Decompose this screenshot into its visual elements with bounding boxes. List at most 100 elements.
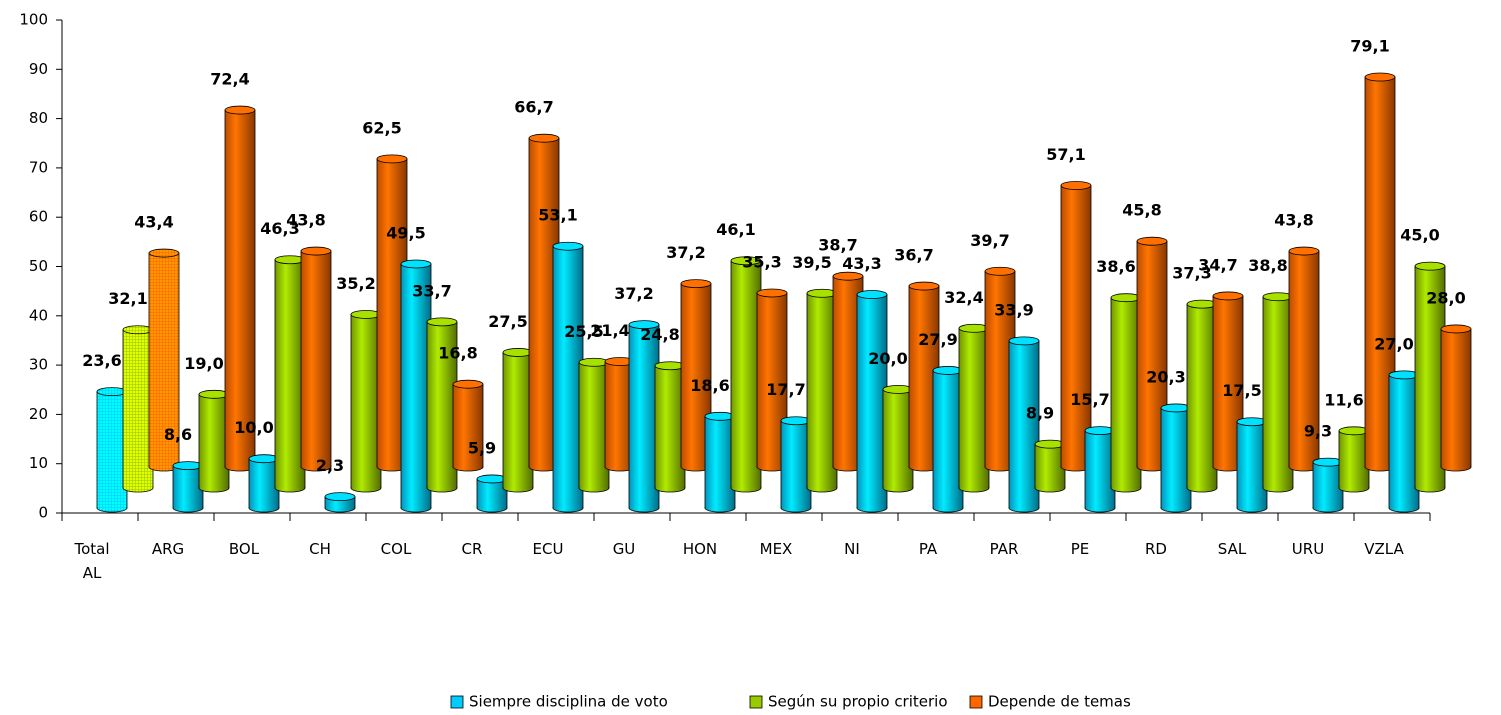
x-tick-label-box: SAL bbox=[1217, 540, 1247, 558]
bar-top bbox=[1160, 403, 1192, 413]
x-tick-label: VZLA bbox=[1364, 540, 1404, 558]
x-tick-label-box: BOL bbox=[229, 540, 259, 558]
x-tick-label: URU bbox=[1291, 540, 1325, 558]
bar-top bbox=[958, 323, 990, 333]
bar-cover bbox=[1313, 462, 1343, 508]
bar-cover bbox=[781, 420, 811, 508]
value-label: 35,2 bbox=[336, 274, 375, 293]
y-tick-label: 70 bbox=[29, 158, 48, 176]
x-tick-label-box: NI bbox=[844, 540, 860, 558]
x-tick-label-box: RD bbox=[1145, 540, 1167, 558]
legend-swatch bbox=[749, 695, 763, 709]
value-label: 37,2 bbox=[614, 284, 653, 303]
bar-top bbox=[1060, 181, 1092, 190]
legend-swatch bbox=[450, 695, 464, 709]
value-label: 20,3 bbox=[1146, 367, 1185, 386]
x-tick-label: COL bbox=[380, 540, 412, 558]
value-label: 43,8 bbox=[286, 211, 325, 230]
bar-top bbox=[756, 288, 788, 298]
x-tick-label-box: VZLA bbox=[1364, 540, 1404, 558]
bar-top bbox=[680, 279, 712, 289]
bar-cover bbox=[401, 263, 431, 508]
bar-top bbox=[476, 474, 508, 484]
x-tick-label-box: PAR bbox=[990, 540, 1019, 558]
value-label: 8,6 bbox=[164, 425, 192, 444]
x-tick-label: Total AL bbox=[74, 540, 110, 582]
x-tick-label: RD bbox=[1145, 540, 1167, 558]
bar-cover bbox=[453, 384, 483, 467]
bar-cover bbox=[1441, 328, 1471, 467]
value-label: 38,7 bbox=[818, 236, 857, 255]
bar-cover bbox=[1415, 266, 1445, 488]
bar-top bbox=[452, 379, 484, 389]
legend-label: Depende de temas bbox=[988, 693, 1131, 711]
bar-top bbox=[300, 246, 332, 256]
x-tick-label-box: COL bbox=[380, 540, 412, 558]
bar-top bbox=[1388, 370, 1420, 380]
bar-cover bbox=[933, 370, 963, 508]
bar-cover bbox=[1263, 296, 1293, 488]
x-tick-label-box: GU bbox=[612, 540, 636, 558]
bar-cover bbox=[1061, 185, 1091, 467]
x-tick-label: GU bbox=[612, 540, 636, 558]
bar-cover bbox=[199, 394, 229, 488]
bar-top bbox=[350, 310, 382, 319]
y-tick-label: 0 bbox=[38, 504, 48, 522]
value-label: 46,3 bbox=[260, 219, 299, 238]
value-label: 36,7 bbox=[894, 246, 933, 265]
bar-cover bbox=[1161, 407, 1191, 508]
bar-top bbox=[1034, 439, 1066, 449]
value-label: 43,3 bbox=[842, 254, 881, 273]
value-label: 27,0 bbox=[1374, 334, 1413, 353]
bar-top bbox=[1312, 457, 1344, 467]
bar-top bbox=[984, 266, 1016, 276]
x-tick-label: HON bbox=[682, 540, 718, 558]
x-tick-label: PA bbox=[918, 540, 938, 558]
x-tick-label: SAL bbox=[1217, 540, 1247, 558]
value-label: 72,4 bbox=[210, 70, 249, 89]
x-tick-label-box: CR bbox=[462, 540, 483, 558]
bar-top bbox=[832, 271, 864, 281]
value-label: 5,9 bbox=[468, 438, 496, 457]
value-label: 18,6 bbox=[690, 376, 729, 395]
bar-top bbox=[578, 357, 610, 367]
bar-top bbox=[1212, 291, 1244, 301]
x-tick-label: NI bbox=[844, 540, 860, 558]
bar-top bbox=[96, 387, 128, 397]
bar-cover bbox=[579, 362, 609, 488]
x-tick-label: PE bbox=[1070, 540, 1090, 558]
bar-top bbox=[224, 105, 256, 115]
bar-top bbox=[1288, 246, 1320, 256]
bar-cover bbox=[655, 365, 685, 488]
value-label: 45,8 bbox=[1122, 201, 1161, 220]
bar-cover bbox=[477, 478, 507, 508]
value-label: 38,8 bbox=[1248, 256, 1287, 275]
y-tick-label: 90 bbox=[29, 60, 48, 78]
bar-top bbox=[198, 389, 230, 399]
bar-top bbox=[1008, 336, 1040, 346]
bar-cover bbox=[1389, 374, 1419, 508]
bar-top bbox=[528, 133, 560, 143]
bar-cover bbox=[705, 416, 735, 508]
y-tick-label: 50 bbox=[29, 257, 48, 275]
value-label: 34,7 bbox=[1198, 255, 1237, 274]
value-label: 39,7 bbox=[970, 231, 1009, 250]
bar-top bbox=[274, 255, 306, 265]
value-label: 35,3 bbox=[742, 252, 781, 271]
bar-cover bbox=[959, 328, 989, 488]
bar-cover bbox=[1237, 421, 1267, 508]
bar-top bbox=[654, 361, 686, 371]
value-label: 28,0 bbox=[1426, 288, 1465, 307]
bar-top bbox=[704, 411, 736, 421]
bar-top bbox=[730, 256, 762, 266]
bar-cover bbox=[553, 246, 583, 509]
bar-top bbox=[1440, 324, 1472, 334]
bar-top bbox=[628, 320, 660, 330]
value-label: 37,2 bbox=[666, 243, 705, 262]
value-label: 32,1 bbox=[108, 289, 147, 308]
bar-top bbox=[1364, 72, 1396, 82]
bar-top bbox=[248, 454, 280, 464]
value-label: 17,7 bbox=[766, 380, 805, 399]
bar-top bbox=[1110, 293, 1142, 303]
